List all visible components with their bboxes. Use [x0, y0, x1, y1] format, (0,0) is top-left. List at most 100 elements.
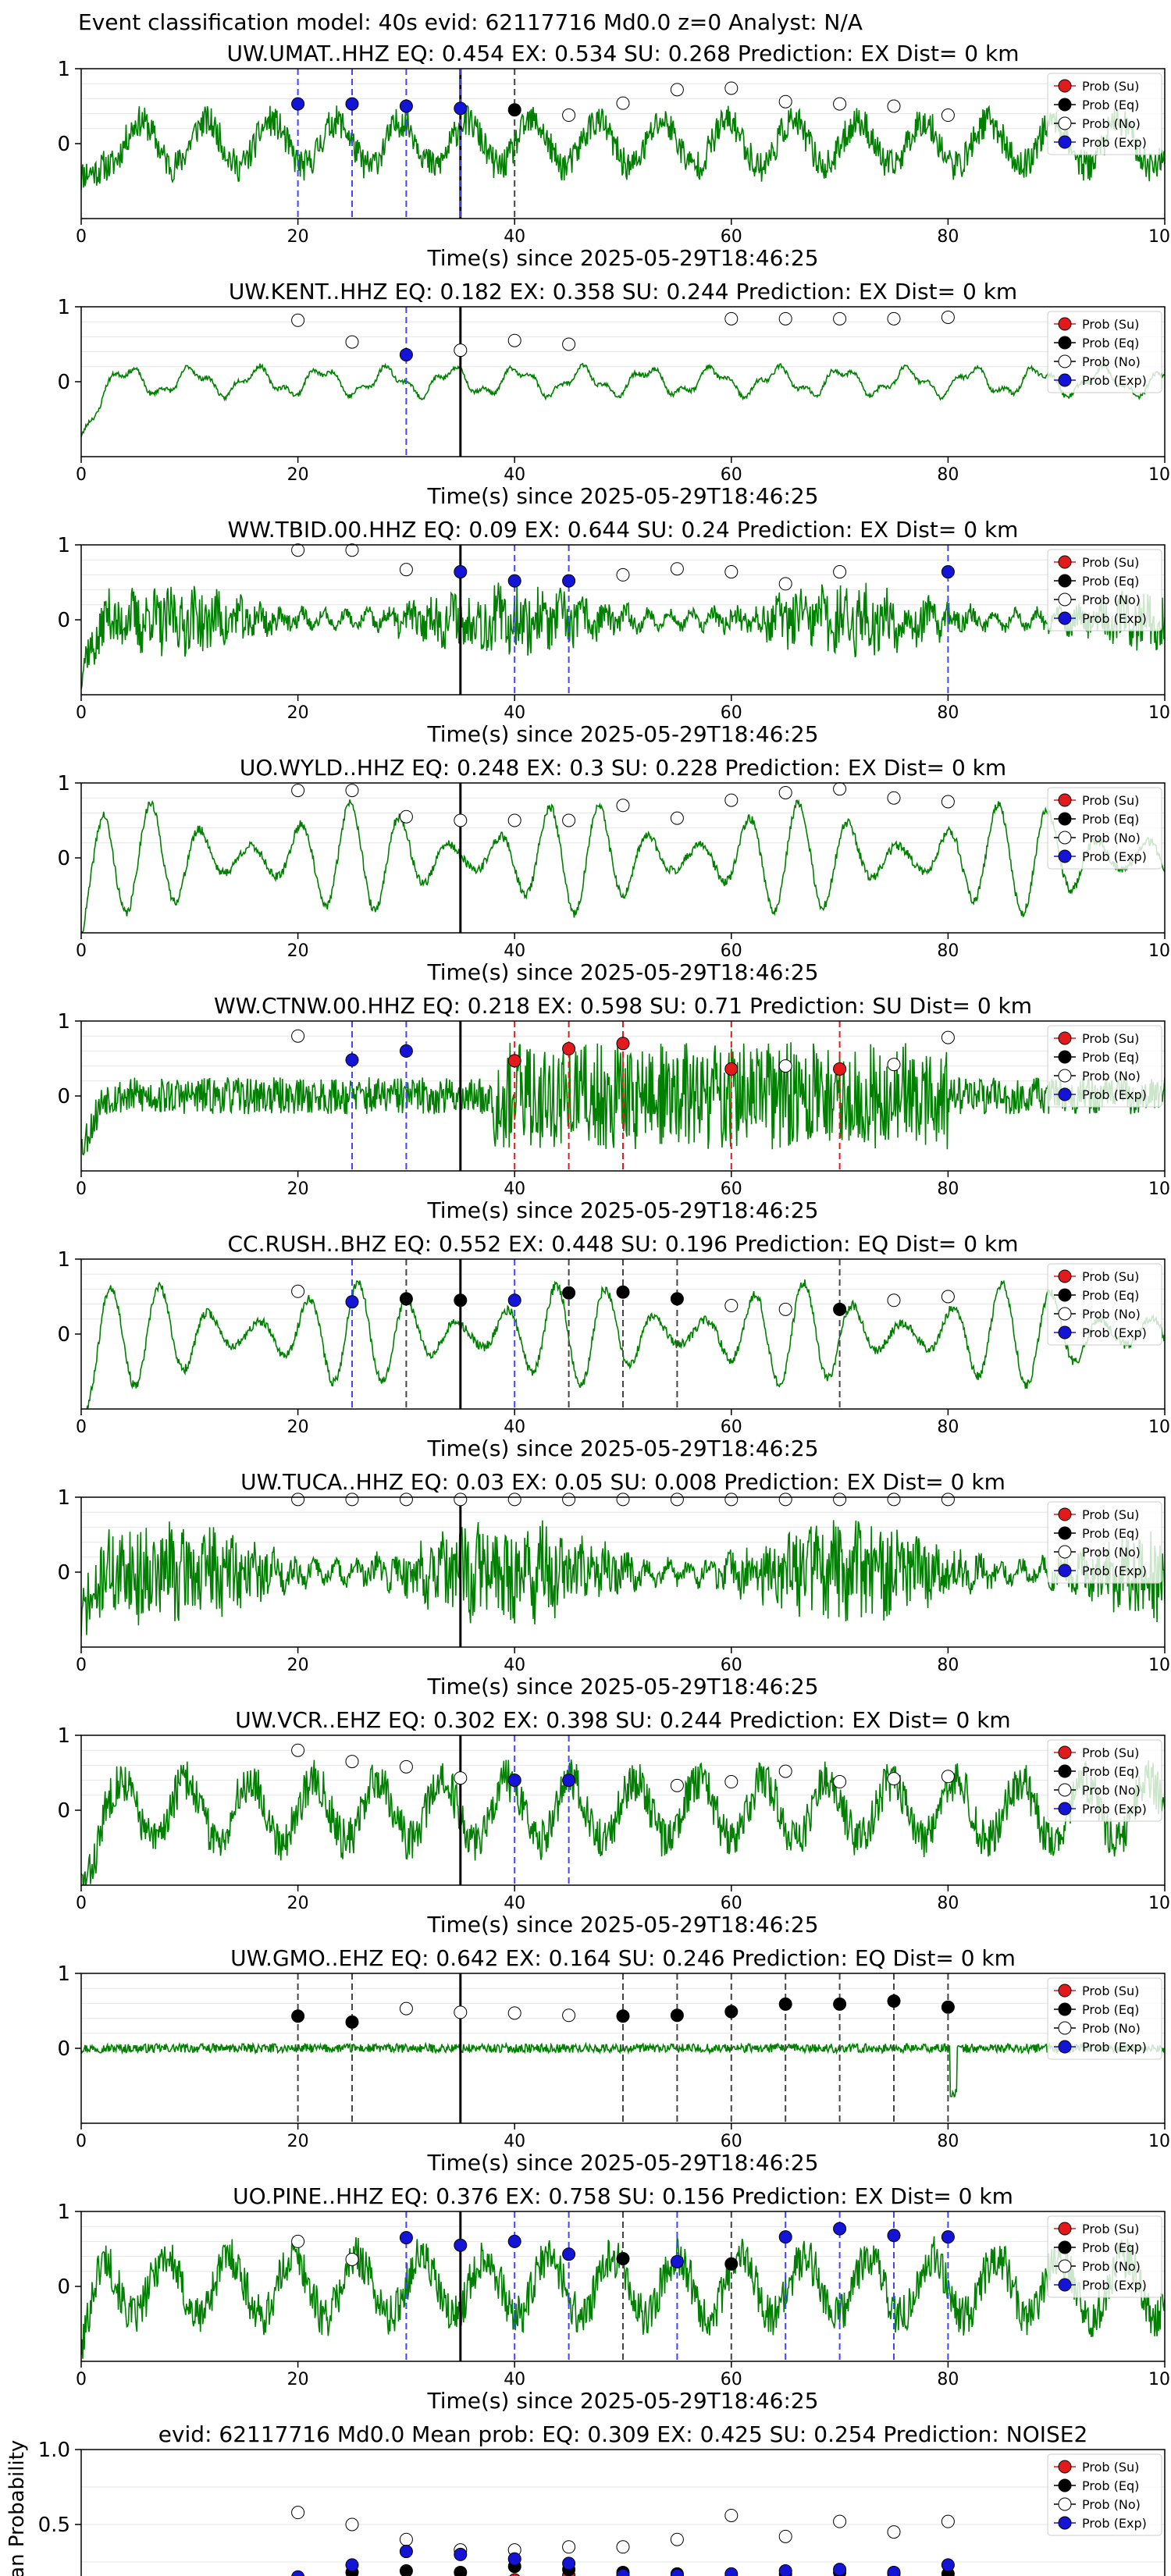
prob-point-exp [778, 2230, 792, 2244]
y-tick-label: 1 [57, 296, 70, 319]
prob-point-no [399, 1493, 413, 1507]
legend-label: Prob (Eq) [1082, 1764, 1139, 1779]
x-tick-label: 80 [937, 465, 959, 485]
legend-box [1047, 73, 1162, 155]
prob-point-exp [507, 1774, 521, 1788]
legend-marker [1058, 1802, 1072, 1816]
prob-point-eq [833, 1302, 847, 1316]
mean-point-exp [887, 2565, 901, 2576]
prob-point-no [345, 543, 359, 557]
legend-label: Prob (No) [1082, 1307, 1141, 1322]
y-tick-label: 1 [57, 2201, 70, 2224]
prob-point-no [399, 2001, 413, 2016]
prob-point-su [562, 1042, 576, 1056]
prob-point-exp [291, 97, 305, 111]
x-tick-label: 80 [937, 941, 959, 961]
prob-point-no [670, 562, 684, 576]
x-axis-label: Time(s) since 2025-05-29T18:46:25 [426, 2388, 818, 2414]
x-tick-label: 100 [1148, 1418, 1171, 1437]
mean-point-eq [399, 2564, 413, 2576]
legend-label: Prob (No) [1082, 2497, 1141, 2512]
x-tick-label: 60 [721, 2370, 742, 2389]
mean-point-no [670, 2532, 684, 2546]
prob-point-no [291, 1493, 305, 1507]
prob-point-no [670, 83, 684, 97]
legend-box [1047, 2215, 1162, 2298]
mean-point-exp [399, 2545, 413, 2559]
prob-point-exp [345, 1053, 359, 1067]
prob-point-eq [941, 2000, 955, 2014]
prob-point-eq [778, 1997, 792, 2011]
x-axis-label: Time(s) since 2025-05-29T18:46:25 [426, 2150, 818, 2176]
prob-point-no [887, 1058, 901, 1072]
mean-point-exp [833, 2563, 847, 2576]
x-axis-label: Time(s) since 2025-05-29T18:46:25 [426, 721, 818, 747]
prob-point-no [345, 1755, 359, 1769]
x-axis-label: Time(s) since 2025-05-29T18:46:25 [426, 1436, 818, 1461]
mean-point-exp [345, 2558, 359, 2572]
legend-marker [1058, 831, 1072, 845]
prob-point-no [345, 784, 359, 798]
x-tick-label: 0 [76, 227, 87, 247]
prob-point-eq [724, 2257, 739, 2271]
legend-marker [1058, 79, 1072, 93]
prob-point-no [670, 1493, 684, 1507]
x-tick-label: 20 [287, 2132, 309, 2151]
legend-marker [1058, 1745, 1072, 1759]
legend-label: Prob (Su) [1082, 2460, 1139, 2475]
prob-point-no [399, 809, 413, 824]
panel-5: CC.RUSH..BHZ EQ: 0.552 EX: 0.448 SU: 0.1… [57, 1231, 1171, 1461]
prob-point-su [724, 1062, 739, 1076]
x-tick-label: 100 [1148, 941, 1171, 961]
legend-label: Prob (Eq) [1082, 2240, 1139, 2255]
x-tick-label: 20 [287, 227, 309, 247]
panel-7: UW.VCR..EHZ EQ: 0.302 EX: 0.398 SU: 0.24… [57, 1707, 1171, 1937]
prob-point-no [399, 563, 413, 577]
mean-point-eq [454, 2565, 468, 2576]
legend-label: Prob (Eq) [1082, 98, 1139, 112]
legend-label: Prob (No) [1082, 116, 1141, 131]
prob-point-no [291, 543, 305, 557]
prob-point-no [562, 813, 576, 827]
x-tick-label: 20 [287, 1418, 309, 1437]
x-tick-label: 60 [721, 1179, 742, 1199]
prob-point-eq [616, 2009, 630, 2023]
panel-0: UW.UMAT..HHZ EQ: 0.454 EX: 0.534 SU: 0.2… [57, 41, 1171, 271]
prob-point-no [670, 811, 684, 825]
prob-point-no [778, 577, 792, 591]
waveform-trace [81, 105, 1165, 190]
x-tick-label: 40 [504, 227, 525, 247]
legend-label: Prob (Exp) [1082, 611, 1147, 626]
y-tick-label: 1 [57, 58, 70, 81]
legend-box [1047, 549, 1162, 632]
y-tick-label: 1 [57, 772, 70, 795]
prob-point-exp [562, 2247, 576, 2261]
panel-8: UW.GMO..EHZ EQ: 0.642 EX: 0.164 SU: 0.24… [57, 1945, 1171, 2176]
panel-title: UW.KENT..HHZ EQ: 0.182 EX: 0.358 SU: 0.2… [229, 279, 1017, 304]
legend-box [1047, 1739, 1162, 1822]
prob-point-su [833, 1062, 847, 1076]
prob-point-no [291, 1029, 305, 1043]
legend-marker [1058, 336, 1072, 350]
mean-point-exp [778, 2564, 792, 2576]
x-tick-label: 40 [504, 2132, 525, 2151]
y-axis-label: Mean Probability [5, 2440, 29, 2576]
legend-marker [1058, 1269, 1072, 1283]
legend-label: Prob (Eq) [1082, 1050, 1139, 1065]
prob-point-no [778, 1302, 792, 1316]
y-tick-label: 0 [57, 1085, 70, 1108]
legend-label: Prob (Su) [1082, 1269, 1139, 1284]
x-tick-label: 0 [76, 1894, 87, 1913]
legend-marker [1058, 611, 1072, 625]
prob-point-no [616, 568, 630, 582]
x-tick-label: 100 [1148, 1894, 1171, 1913]
x-tick-label: 60 [721, 941, 742, 961]
prob-point-exp [454, 2238, 468, 2252]
prob-point-no [291, 2234, 305, 2248]
prob-point-no [724, 793, 739, 807]
legend-marker [1058, 1764, 1072, 1778]
prob-point-eq [291, 2009, 305, 2023]
panel-10: evid: 62117716 Md0.0 Mean prob: EQ: 0.30… [5, 2421, 1166, 2576]
x-tick-label: 20 [287, 465, 309, 485]
